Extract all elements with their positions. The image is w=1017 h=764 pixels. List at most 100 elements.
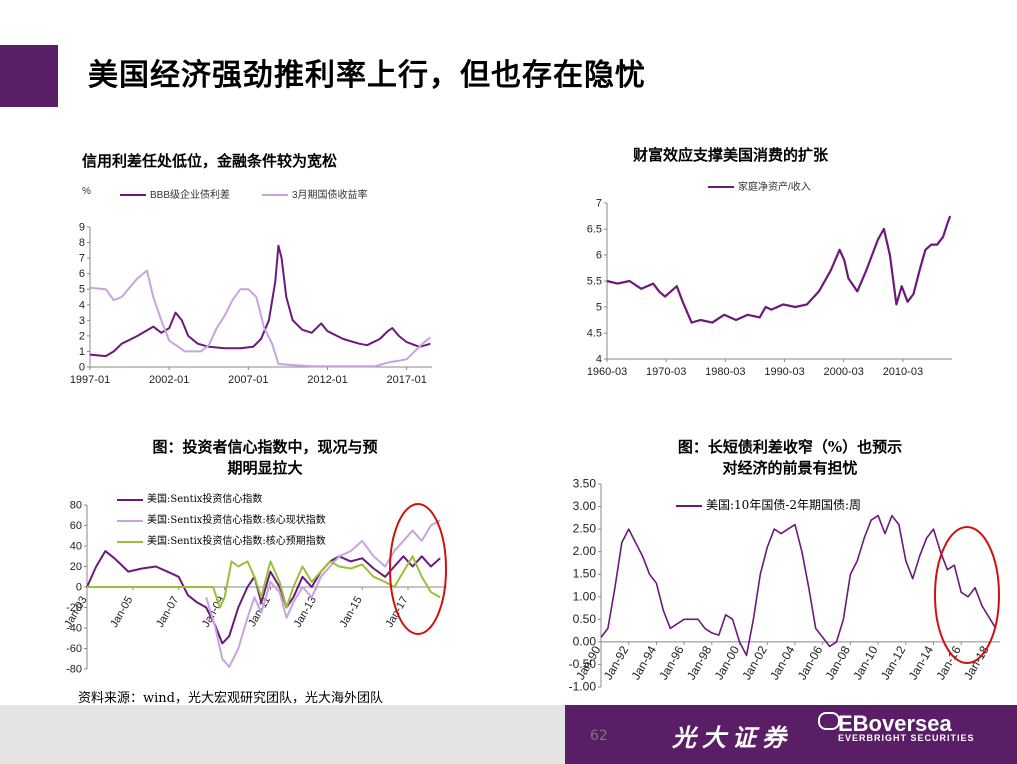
chart3-title-line2: 期明显拉大 xyxy=(227,459,303,477)
chart1-legend-swatch-1 xyxy=(120,194,146,197)
chart3-y-tick-label: 60 xyxy=(70,520,82,532)
chart4-y-tick-label: 3.00 xyxy=(573,499,597,513)
chart3-y-tick-label: -40 xyxy=(66,623,82,635)
chart4-y-tick-label: 1.50 xyxy=(573,567,597,581)
chart1-y-tick-label: 3 xyxy=(79,315,85,327)
chart4-highlight-circle xyxy=(934,526,1000,664)
chart2-legend-label-1: 家庭净资产/收入 xyxy=(738,182,811,193)
chart1-y-tick-label: 4 xyxy=(79,299,85,311)
chart3-y-tick-label: 20 xyxy=(70,561,82,573)
chart3-y-tick-label: 40 xyxy=(70,541,82,553)
chart4-legend-label-1: 美国:10年国债-2年期国债:周 xyxy=(706,498,862,512)
brand-subtitle: EVERBRIGHT SECURITIES xyxy=(838,733,975,743)
chart2-series-line-1 xyxy=(606,215,952,324)
chart1-title: 信用利差任处低位，金融条件较为宽松 xyxy=(82,152,338,170)
chart3-legend-label-1: 美国:Sentix投资信心指数 xyxy=(147,494,263,505)
chart3-series-line-3 xyxy=(87,555,441,609)
chart4-y-tick-label: 1.00 xyxy=(573,589,597,603)
chart4-y-tick-label: -1.00 xyxy=(569,680,597,693)
corner-logo-block xyxy=(0,45,58,107)
chart3-highlight-circle xyxy=(389,503,447,635)
chart4-x-tick-label: Jan-04 xyxy=(767,643,798,682)
chart4-x-tick-label: Jan-06 xyxy=(795,643,826,682)
chart4-plot: -1.00 -0.50 0.00 0.50 1.00 1.50 2.00 2.50 3.00 3.… xyxy=(569,477,1000,693)
chart3-legend-swatch-2 xyxy=(117,519,143,522)
chart3-y-tick-label: 0 xyxy=(76,582,82,594)
chart1-x-tick-label: 2017-01 xyxy=(386,374,426,386)
chart4-legend-item-1: 美国:10年国债-2年期国债:周 xyxy=(676,496,861,513)
chart1-x-tick-label: 2007-01 xyxy=(228,374,268,386)
chart4-x-tick-label: Jan-00 xyxy=(712,643,743,682)
chart4-legend-swatch-1 xyxy=(676,504,702,507)
chart4-title: 图：长短债利差收窄（%）也预示 对经济的前景有担忧 xyxy=(620,436,960,478)
chart2-x-tick-label: 1980-03 xyxy=(705,366,745,378)
chart2-y-tick-label: 4 xyxy=(596,354,602,366)
chart2-legend-item-1: 家庭净资产/收入 xyxy=(708,178,811,193)
chart1-x-tick-label: 1997-01 xyxy=(70,374,110,386)
chart1-y-tick-label: 2 xyxy=(79,330,85,342)
chart2-x-tick-label: 2010-03 xyxy=(883,366,923,378)
chart4-x-tick-label: Jan-94 xyxy=(629,643,660,682)
chart4-title-line1: 图：长短债利差收窄（%）也预示 xyxy=(677,438,903,456)
page-number: 62 xyxy=(590,728,608,744)
chart1-legend-label-1: BBB级企业债利差 xyxy=(150,190,231,201)
chart2-plot: 4 4.5 5 5.5 6 6.5 7 1960-03 1970-03 1980-03 1990-0… xyxy=(587,198,952,378)
chart3-legend-label-3: 美国:Sentix投资信心指数:核心预期指数 xyxy=(147,536,326,547)
chart3-legend-label-2: 美国:Sentix投资信心指数:核心现状指数 xyxy=(147,515,326,526)
chart3-legend-swatch-1 xyxy=(117,498,143,501)
chart4-y-tick-label: 0.50 xyxy=(573,612,597,626)
chart1-y-tick-label: 6 xyxy=(79,268,85,280)
chart2-y-tick-label: 5 xyxy=(596,302,602,314)
chart2-y-tick-label: 6.5 xyxy=(587,224,602,236)
chart1-x-tick-label: 2002-01 xyxy=(149,374,189,386)
chart1-y-tick-label: 1 xyxy=(79,346,85,358)
chart3-series-line-2 xyxy=(205,519,441,668)
chart4-x-tick-label: Jan-96 xyxy=(656,643,687,682)
brand-name-cn: 光大证券 xyxy=(672,723,792,752)
chart4-y-tick-label: 2.50 xyxy=(573,522,597,536)
chart4-y-tick-label: 3.50 xyxy=(573,477,597,491)
chart1-y-tick-label: 8 xyxy=(79,237,85,249)
chart4-x-tick-label: Jan-08 xyxy=(822,643,853,682)
chart1-series-line-2 xyxy=(89,269,432,368)
chart4-series-line-1 xyxy=(600,514,997,657)
source-note: 资料来源：wind，光大宏观研究团队，光大海外团队 xyxy=(78,691,383,706)
chart3-y-tick-label: -80 xyxy=(66,664,82,676)
wechat-icon xyxy=(818,712,840,730)
chart3-x-tick-label: Jan-05 xyxy=(108,595,135,630)
chart3-legend-swatch-3 xyxy=(117,540,143,543)
chart1-y-tick-label: 9 xyxy=(79,222,85,234)
chart1-legend-item-1: BBB级企业债利差 xyxy=(120,186,230,201)
chart4-x-tick-label: Jan-12 xyxy=(878,643,909,682)
chart4-title-line2: 对经济的前景有担忧 xyxy=(722,459,858,477)
chart2-x-tick-label: 1970-03 xyxy=(646,366,686,378)
chart3-y-tick-label: -60 xyxy=(66,643,82,655)
chart3-legend-item-1: 美国:Sentix投资信心指数 xyxy=(117,490,262,505)
chart3-y-tick-label: -20 xyxy=(66,602,82,614)
chart2-y-tick-label: 4.5 xyxy=(587,328,602,340)
chart4-x-tick-label: Jan-14 xyxy=(906,643,937,682)
chart2-y-tick-label: 6 xyxy=(596,250,602,262)
chart4-y-tick-label: 2.00 xyxy=(573,544,597,558)
chart3-title-line1: 图：投资者信心指数中，现况与预 xyxy=(152,438,378,456)
chart1-series-line-1 xyxy=(89,244,431,358)
chart1-unit: % xyxy=(82,186,91,197)
chart1-legend-swatch-2 xyxy=(262,194,288,197)
chart2-x-tick-label: 1990-03 xyxy=(764,366,804,378)
chart1-y-tick-label: 0 xyxy=(79,362,85,374)
chart2-y-tick-label: 7 xyxy=(596,198,602,210)
footer-brand-bar xyxy=(565,705,1017,764)
brand-name-en: EBoversea xyxy=(838,711,952,736)
chart2-x-tick-label: 1960-03 xyxy=(587,366,627,378)
chart3-x-tick-label: Jan-07 xyxy=(154,595,181,630)
chart4-x-tick-label: Jan-98 xyxy=(684,643,715,682)
chart2-title: 财富效应支撑美国消费的扩张 xyxy=(633,146,829,164)
chart1-plot: 0 1 2 3 4 5 6 7 8 9 1997-01 2002-01 2007-01 2012-01 20… xyxy=(70,222,432,386)
chart1-legend-item-2: 3月期国债收益率 xyxy=(262,186,368,201)
chart1-legend-label-2: 3月期国债收益率 xyxy=(292,190,368,201)
chart2-x-tick-label: 2000-03 xyxy=(824,366,864,378)
chart3-legend-item-3: 美国:Sentix投资信心指数:核心预期指数 xyxy=(117,532,326,547)
chart3-x-tick-label: Jan-15 xyxy=(338,595,365,630)
chart4-x-tick-label: Jan-92 xyxy=(601,643,632,682)
